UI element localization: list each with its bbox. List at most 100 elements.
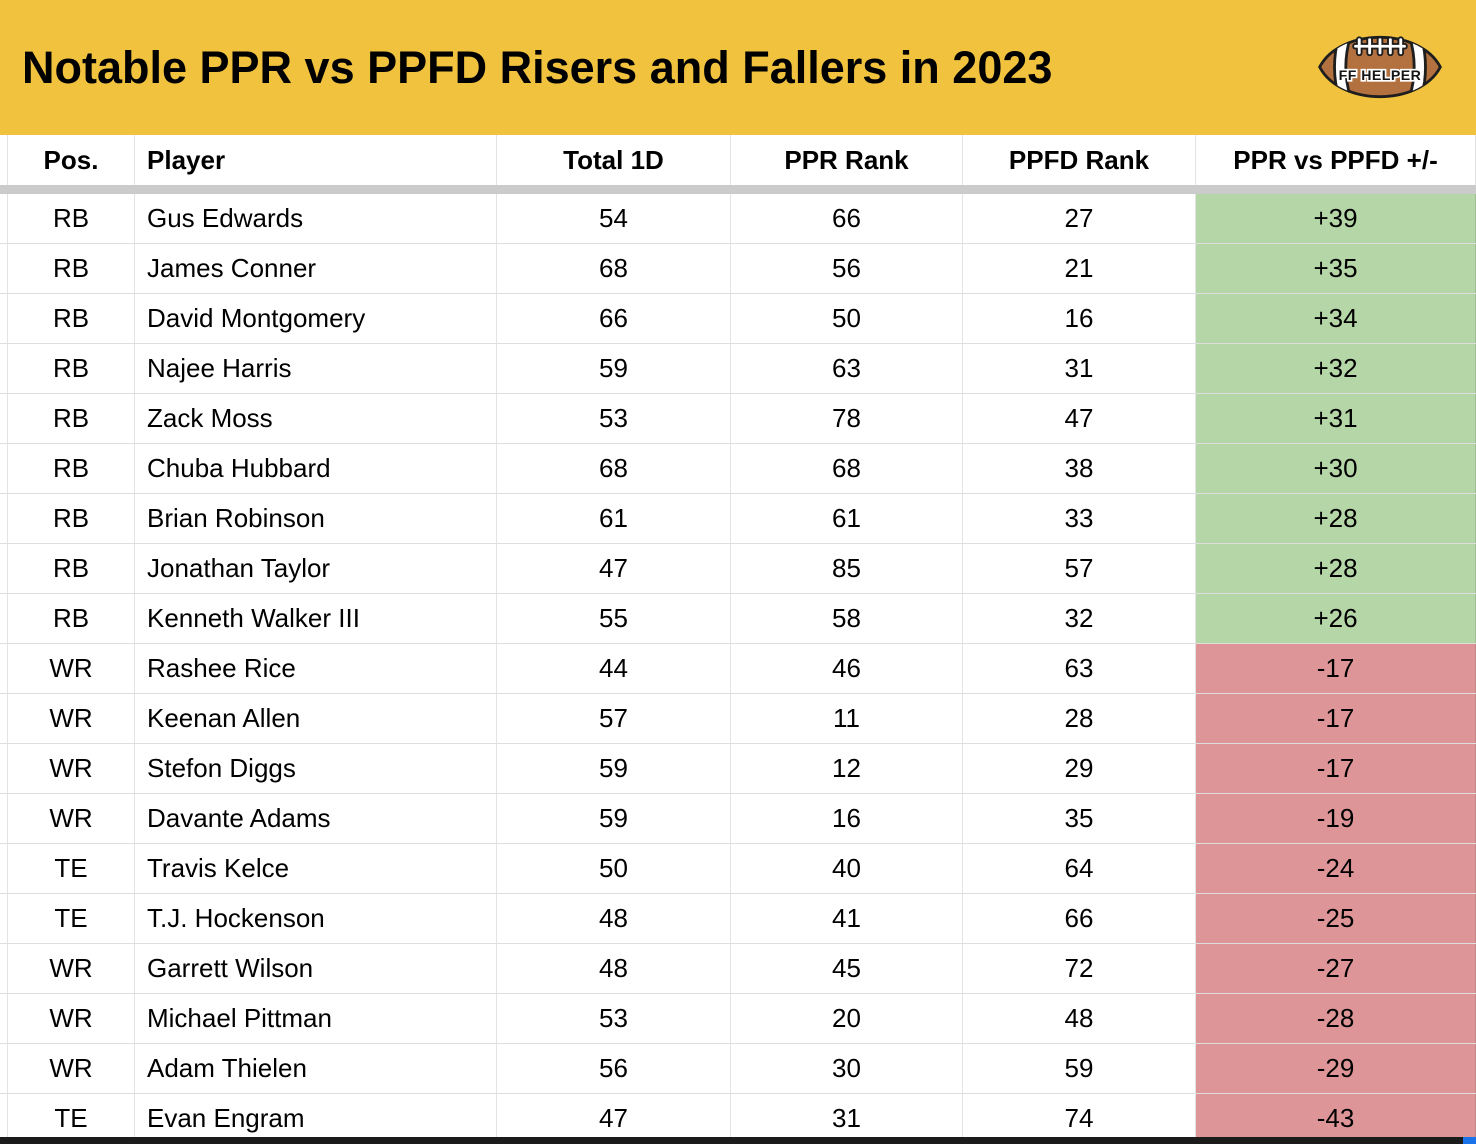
cell-ppfd-rank[interactable]: 63 bbox=[963, 644, 1196, 693]
cell-ppr-rank[interactable]: 31 bbox=[731, 1094, 963, 1143]
cell-pos[interactable]: RB bbox=[8, 344, 135, 393]
cell-ppfd-rank[interactable]: 47 bbox=[963, 394, 1196, 443]
cell-pos[interactable]: RB bbox=[8, 294, 135, 343]
cell-player[interactable]: Gus Edwards bbox=[135, 194, 497, 243]
cell-ppr-rank[interactable]: 40 bbox=[731, 844, 963, 893]
cell-ppr-rank[interactable]: 78 bbox=[731, 394, 963, 443]
cell-pos[interactable]: WR bbox=[8, 694, 135, 743]
cell-total-1d[interactable]: 55 bbox=[497, 594, 731, 643]
cell-ppr-rank[interactable]: 58 bbox=[731, 594, 963, 643]
cell-ppfd-rank[interactable]: 27 bbox=[963, 194, 1196, 243]
cell-total-1d[interactable]: 54 bbox=[497, 194, 731, 243]
cell-ppr-rank[interactable]: 85 bbox=[731, 544, 963, 593]
cell-pos[interactable]: RB bbox=[8, 394, 135, 443]
column-header-player[interactable]: Player bbox=[135, 135, 497, 185]
cell-ppfd-rank[interactable]: 21 bbox=[963, 244, 1196, 293]
cell-diff[interactable]: +39 bbox=[1196, 194, 1476, 243]
cell-total-1d[interactable]: 59 bbox=[497, 344, 731, 393]
cell-total-1d[interactable]: 53 bbox=[497, 394, 731, 443]
cell-diff[interactable]: -27 bbox=[1196, 944, 1476, 993]
cell-player[interactable]: Davante Adams bbox=[135, 794, 497, 843]
cell-ppfd-rank[interactable]: 29 bbox=[963, 744, 1196, 793]
cell-total-1d[interactable]: 47 bbox=[497, 544, 731, 593]
cell-ppfd-rank[interactable]: 59 bbox=[963, 1044, 1196, 1093]
cell-player[interactable]: Brian Robinson bbox=[135, 494, 497, 543]
cell-ppr-rank[interactable]: 50 bbox=[731, 294, 963, 343]
cell-pos[interactable]: WR bbox=[8, 944, 135, 993]
cell-total-1d[interactable]: 56 bbox=[497, 1044, 731, 1093]
cell-player[interactable]: Najee Harris bbox=[135, 344, 497, 393]
cell-ppr-rank[interactable]: 56 bbox=[731, 244, 963, 293]
cell-diff[interactable]: +30 bbox=[1196, 444, 1476, 493]
cell-player[interactable]: Stefon Diggs bbox=[135, 744, 497, 793]
column-header-ppr-rank[interactable]: PPR Rank bbox=[731, 135, 963, 185]
cell-ppfd-rank[interactable]: 38 bbox=[963, 444, 1196, 493]
cell-player[interactable]: Evan Engram bbox=[135, 1094, 497, 1143]
cell-pos[interactable]: RB bbox=[8, 444, 135, 493]
cell-total-1d[interactable]: 57 bbox=[497, 694, 731, 743]
cell-diff[interactable]: -19 bbox=[1196, 794, 1476, 843]
cell-pos[interactable]: WR bbox=[8, 794, 135, 843]
cell-ppfd-rank[interactable]: 32 bbox=[963, 594, 1196, 643]
cell-pos[interactable]: RB bbox=[8, 544, 135, 593]
cell-pos[interactable]: RB bbox=[8, 594, 135, 643]
cell-player[interactable]: Michael Pittman bbox=[135, 994, 497, 1043]
cell-total-1d[interactable]: 48 bbox=[497, 894, 731, 943]
cell-ppr-rank[interactable]: 46 bbox=[731, 644, 963, 693]
cell-pos[interactable]: TE bbox=[8, 844, 135, 893]
cell-ppr-rank[interactable]: 41 bbox=[731, 894, 963, 943]
cell-player[interactable]: Kenneth Walker III bbox=[135, 594, 497, 643]
cell-diff[interactable]: +35 bbox=[1196, 244, 1476, 293]
cell-player[interactable]: Adam Thielen bbox=[135, 1044, 497, 1093]
cell-total-1d[interactable]: 53 bbox=[497, 994, 731, 1043]
cell-diff[interactable]: -28 bbox=[1196, 994, 1476, 1043]
cell-ppfd-rank[interactable]: 16 bbox=[963, 294, 1196, 343]
cell-player[interactable]: T.J. Hockenson bbox=[135, 894, 497, 943]
column-header-ppfd-rank[interactable]: PPFD Rank bbox=[963, 135, 1196, 185]
cell-total-1d[interactable]: 68 bbox=[497, 444, 731, 493]
cell-total-1d[interactable]: 47 bbox=[497, 1094, 731, 1143]
cell-ppr-rank[interactable]: 61 bbox=[731, 494, 963, 543]
cell-pos[interactable]: TE bbox=[8, 1094, 135, 1143]
cell-diff[interactable]: -17 bbox=[1196, 694, 1476, 743]
cell-total-1d[interactable]: 66 bbox=[497, 294, 731, 343]
cell-diff[interactable]: -24 bbox=[1196, 844, 1476, 893]
cell-player[interactable]: James Conner bbox=[135, 244, 497, 293]
cell-diff[interactable]: +34 bbox=[1196, 294, 1476, 343]
cell-player[interactable]: Chuba Hubbard bbox=[135, 444, 497, 493]
cell-total-1d[interactable]: 44 bbox=[497, 644, 731, 693]
cell-diff[interactable]: -43 bbox=[1196, 1094, 1476, 1143]
cell-pos[interactable]: RB bbox=[8, 244, 135, 293]
cell-total-1d[interactable]: 59 bbox=[497, 744, 731, 793]
cell-ppfd-rank[interactable]: 28 bbox=[963, 694, 1196, 743]
cell-ppfd-rank[interactable]: 72 bbox=[963, 944, 1196, 993]
selection-handle[interactable] bbox=[1463, 1137, 1476, 1144]
cell-player[interactable]: Keenan Allen bbox=[135, 694, 497, 743]
cell-ppfd-rank[interactable]: 31 bbox=[963, 344, 1196, 393]
cell-diff[interactable]: +26 bbox=[1196, 594, 1476, 643]
column-header-pos[interactable]: Pos. bbox=[8, 135, 135, 185]
cell-pos[interactable]: WR bbox=[8, 1044, 135, 1093]
cell-diff[interactable]: -29 bbox=[1196, 1044, 1476, 1093]
column-header-diff[interactable]: PPR vs PPFD +/- bbox=[1196, 135, 1476, 185]
cell-ppr-rank[interactable]: 30 bbox=[731, 1044, 963, 1093]
cell-diff[interactable]: -25 bbox=[1196, 894, 1476, 943]
cell-ppr-rank[interactable]: 68 bbox=[731, 444, 963, 493]
cell-ppr-rank[interactable]: 45 bbox=[731, 944, 963, 993]
cell-player[interactable]: Jonathan Taylor bbox=[135, 544, 497, 593]
cell-pos[interactable]: RB bbox=[8, 194, 135, 243]
cell-ppfd-rank[interactable]: 66 bbox=[963, 894, 1196, 943]
cell-total-1d[interactable]: 61 bbox=[497, 494, 731, 543]
cell-pos[interactable]: WR bbox=[8, 644, 135, 693]
cell-ppfd-rank[interactable]: 64 bbox=[963, 844, 1196, 893]
cell-ppfd-rank[interactable]: 35 bbox=[963, 794, 1196, 843]
cell-pos[interactable]: WR bbox=[8, 994, 135, 1043]
cell-player[interactable]: Rashee Rice bbox=[135, 644, 497, 693]
cell-pos[interactable]: WR bbox=[8, 744, 135, 793]
cell-ppr-rank[interactable]: 11 bbox=[731, 694, 963, 743]
cell-diff[interactable]: +28 bbox=[1196, 544, 1476, 593]
cell-ppr-rank[interactable]: 20 bbox=[731, 994, 963, 1043]
cell-player[interactable]: Travis Kelce bbox=[135, 844, 497, 893]
cell-ppr-rank[interactable]: 12 bbox=[731, 744, 963, 793]
cell-ppfd-rank[interactable]: 33 bbox=[963, 494, 1196, 543]
